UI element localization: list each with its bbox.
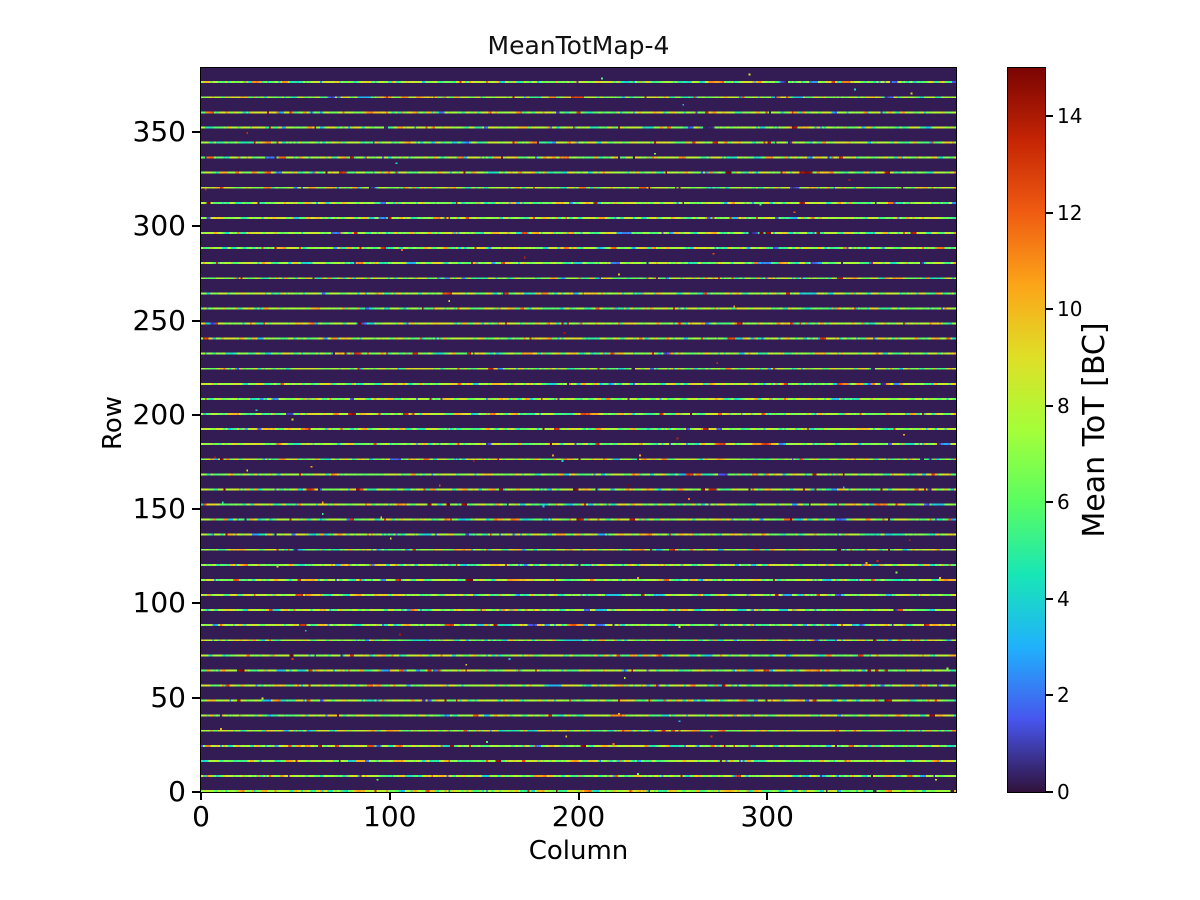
colorbar-tick-label: 14	[1057, 104, 1083, 129]
colorbar-tick-mark	[1046, 115, 1053, 118]
colorbar	[1007, 67, 1046, 793]
colorbar-tick-label: 8	[1057, 393, 1070, 418]
y-tick-mark	[192, 319, 200, 322]
colorbar-tick-label: 4	[1057, 586, 1070, 611]
y-axis-label: Row	[98, 395, 128, 451]
colorbar-tick-mark	[1046, 211, 1053, 214]
colorbar-tick-label: 2	[1057, 683, 1070, 708]
colorbar-label: Mean ToT [BC]	[1077, 322, 1112, 538]
colorbar-tick-label: 10	[1057, 297, 1083, 322]
y-tick-mark	[192, 131, 200, 134]
y-tick-mark	[192, 225, 200, 228]
x-tick-label: 200	[551, 800, 606, 833]
y-tick-label: 350	[132, 115, 186, 149]
x-tick-mark	[577, 792, 580, 800]
chart-title: MeanTotMap-4	[487, 31, 670, 60]
colorbar-tick-mark	[1046, 597, 1053, 600]
x-tick-label: 0	[192, 800, 210, 833]
colorbar-tick-mark	[1046, 404, 1053, 407]
plot-area	[200, 67, 957, 793]
y-tick-label: 100	[132, 586, 186, 620]
y-tick-label: 150	[132, 492, 186, 526]
y-tick-label: 50	[150, 680, 186, 714]
x-tick-label: 300	[740, 800, 794, 833]
colorbar-tick-label: 12	[1057, 200, 1083, 225]
colorbar-tick-mark	[1046, 791, 1053, 793]
x-tick-mark	[200, 792, 202, 800]
x-tick-label: 100	[363, 800, 417, 833]
y-tick-label: 300	[132, 209, 186, 243]
y-tick-mark	[192, 602, 200, 605]
colorbar-tick-label: 0	[1057, 780, 1070, 804]
x-tick-mark	[766, 792, 769, 800]
y-tick-label: 250	[132, 303, 186, 337]
colorbar-tick-label: 6	[1057, 490, 1070, 515]
heatmap-canvas	[201, 68, 956, 792]
colorbar-tick-mark	[1046, 694, 1053, 697]
colorbar-tick-mark	[1046, 308, 1053, 311]
x-tick-mark	[388, 792, 391, 800]
y-tick-label: 200	[132, 397, 186, 431]
y-tick-label: 0	[168, 775, 186, 808]
y-tick-mark	[192, 508, 200, 511]
colorbar-tick-mark	[1046, 501, 1053, 504]
y-tick-mark	[192, 696, 200, 699]
y-tick-mark	[192, 413, 200, 416]
x-axis-label: Column	[528, 836, 629, 866]
y-tick-mark	[192, 791, 200, 793]
